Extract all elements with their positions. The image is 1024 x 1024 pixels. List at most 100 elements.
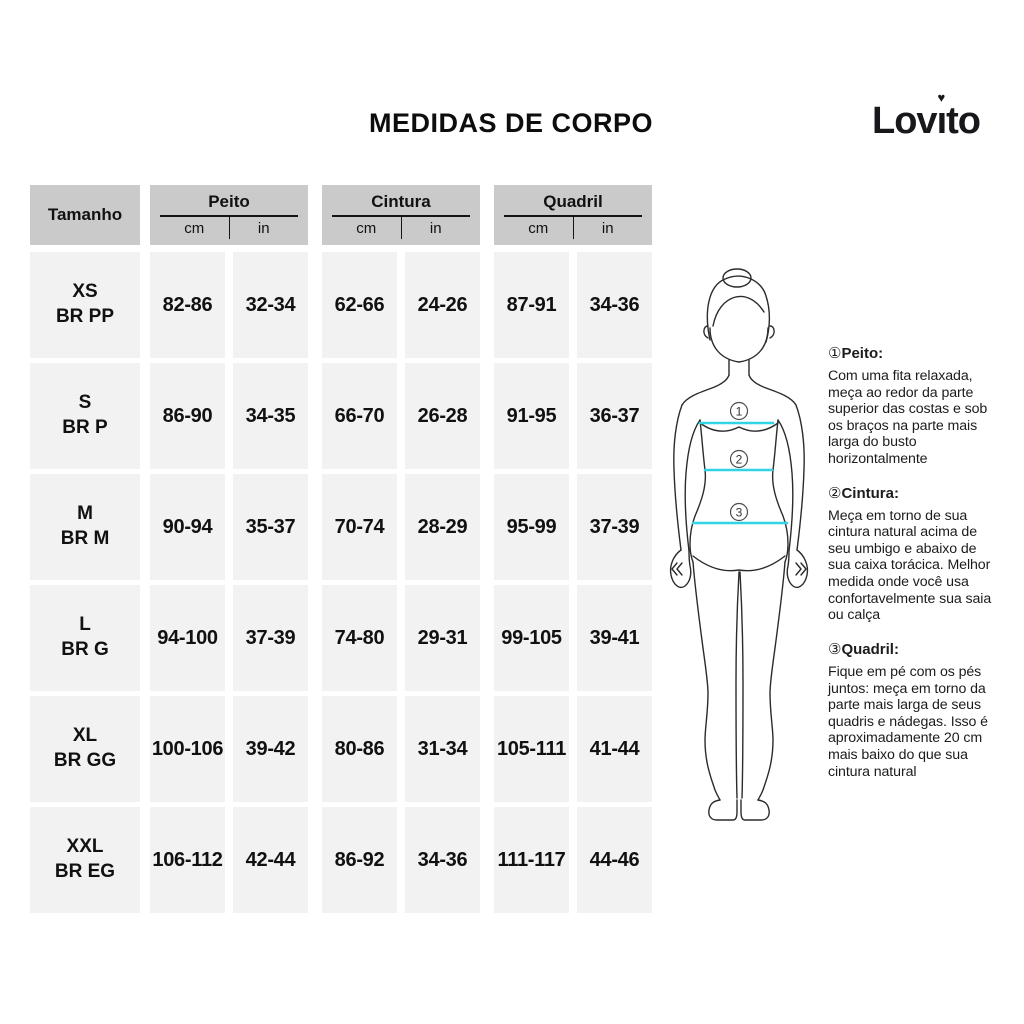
table-row-m: M BR M 90-94 35-37 70-74 28-29 95-99 37-… <box>30 474 652 580</box>
value-cell: 28-29 <box>405 474 480 580</box>
table-row-l: L BR G 94-100 37-39 74-80 29-31 99-105 3… <box>30 585 652 691</box>
group-header-quadril: Quadril cm in <box>494 185 652 245</box>
size-label: XL <box>72 725 98 747</box>
value-cell: 95-99 <box>494 474 569 580</box>
size-br-label: BR M <box>60 528 110 549</box>
page-title: MEDIDAS DE CORPO <box>368 108 654 138</box>
group-label: Quadril <box>543 191 603 211</box>
group-header-peito: Peito cm in <box>150 185 308 245</box>
right-hand <box>786 549 809 589</box>
value-cell: 34-36 <box>577 252 652 358</box>
hip-arcs <box>692 555 786 572</box>
size-br-label: BR PP <box>55 306 115 327</box>
value-cell: 29-31 <box>405 585 480 691</box>
hair-bun <box>722 268 752 288</box>
torso-left <box>689 419 707 563</box>
value-cell: 87-91 <box>494 252 569 358</box>
brand-i-stem: ı <box>936 100 948 142</box>
value-cell: 86-92 <box>322 807 397 913</box>
unit-header-cm: cm <box>528 220 549 238</box>
table-header-row: Tamanho Peito cm in Cintura cm in Quadri… <box>30 185 652 245</box>
group-label: Peito <box>208 191 250 211</box>
unit-header-row: cm in <box>504 215 642 240</box>
size-cell: XL BR GG <box>30 696 140 802</box>
size-cell: XXL BR EG <box>30 807 140 913</box>
value-cell: 24-26 <box>405 252 480 358</box>
right-arm-outer <box>795 404 805 551</box>
left-arm-inner <box>684 419 701 552</box>
value-cell: 91-95 <box>494 363 569 469</box>
value-cell: 39-41 <box>577 585 652 691</box>
value-cell: 32-34 <box>233 252 308 358</box>
right-arm-inner <box>777 419 794 552</box>
marker-3-number: 3 <box>736 506 743 520</box>
body-figure-svg: 1 2 3 <box>669 268 809 821</box>
marker-1-circle <box>729 401 749 421</box>
measurement-markers: 1 2 3 <box>729 401 749 522</box>
table-row-xxl: XXL BR EG 106-112 42-44 86-92 34-36 111-… <box>30 807 652 913</box>
face-outline <box>709 327 769 363</box>
table-row-s: S BR P 86-90 34-35 66-70 26-28 91-95 36-… <box>30 363 652 469</box>
value-cell: 90-94 <box>150 474 225 580</box>
brand-text-post: to <box>946 100 981 142</box>
instruction-cintura: ②Cintura: Meça em torno de sua cintura n… <box>828 484 996 624</box>
size-column-header: Tamanho <box>30 185 140 245</box>
instruction-peito: ①Peito: Com uma fita relaxada, meça ao r… <box>828 344 996 468</box>
size-br-label: BR G <box>61 639 109 660</box>
left-shoulder <box>681 374 730 406</box>
bust-curves <box>699 422 779 432</box>
value-cell: 66-70 <box>322 363 397 469</box>
instruction-label: Peito: <box>841 345 884 362</box>
instruction-heading: ②Cintura: <box>828 484 996 502</box>
torso-right <box>771 419 789 563</box>
size-label: M <box>77 503 93 525</box>
instruction-text: Meça em torno de sua cintura natural aci… <box>828 507 992 624</box>
measurement-instructions: ①Peito: Com uma fita relaxada, meça ao r… <box>828 344 996 796</box>
value-cell: 31-34 <box>405 696 480 802</box>
right-foot <box>740 799 770 821</box>
right-leg-inner <box>739 571 744 799</box>
left-foot <box>708 799 738 821</box>
value-cell: 36-37 <box>577 363 652 469</box>
brand-text-pre: Lov <box>872 100 938 142</box>
hair-fringe <box>712 295 765 327</box>
left-fingers <box>671 562 683 576</box>
unit-header-cm: cm <box>184 220 205 238</box>
right-leg-outer <box>757 561 786 801</box>
circled-number-1: ① <box>828 345 842 362</box>
body-outline <box>669 268 809 821</box>
value-cell: 99-105 <box>494 585 569 691</box>
left-leg-inner <box>735 571 740 799</box>
value-cell: 62-66 <box>322 252 397 358</box>
marker-2-number: 2 <box>736 453 743 467</box>
right-ear <box>769 325 775 339</box>
instruction-text: Com uma fita relaxada, meça ao redor da … <box>828 368 988 468</box>
size-cell: M BR M <box>30 474 140 580</box>
value-cell: 111-117 <box>494 807 569 913</box>
unit-header-cm: cm <box>356 220 377 238</box>
instruction-text: Fique em pé com os pés juntos: meça em t… <box>828 663 988 780</box>
value-cell: 41-44 <box>577 696 652 802</box>
body-figure-diagram: 1 2 3 <box>650 256 830 836</box>
marker-1-number: 1 <box>736 405 743 419</box>
unit-header-row: cm in <box>160 215 299 240</box>
value-cell: 34-35 <box>233 363 308 469</box>
group-header-cintura: Cintura cm in <box>322 185 480 245</box>
size-br-label: BR EG <box>54 861 116 882</box>
value-cell: 105-111 <box>494 696 569 802</box>
instruction-label: Cintura: <box>841 484 899 502</box>
instruction-heading: ③Quadril: <box>828 640 996 658</box>
hair-outline <box>706 275 771 343</box>
size-label: S <box>78 392 92 414</box>
value-cell: 86-90 <box>150 363 225 469</box>
size-br-label: BR GG <box>53 750 117 771</box>
size-label: L <box>79 614 91 636</box>
value-cell: 42-44 <box>233 807 308 913</box>
brand-logo: Lov ♥ ıto <box>872 91 981 143</box>
value-cell: 37-39 <box>233 585 308 691</box>
value-cell: 100-106 <box>150 696 225 802</box>
unit-header-in: in <box>228 217 299 240</box>
left-hand <box>669 549 692 589</box>
right-shoulder <box>748 374 797 406</box>
